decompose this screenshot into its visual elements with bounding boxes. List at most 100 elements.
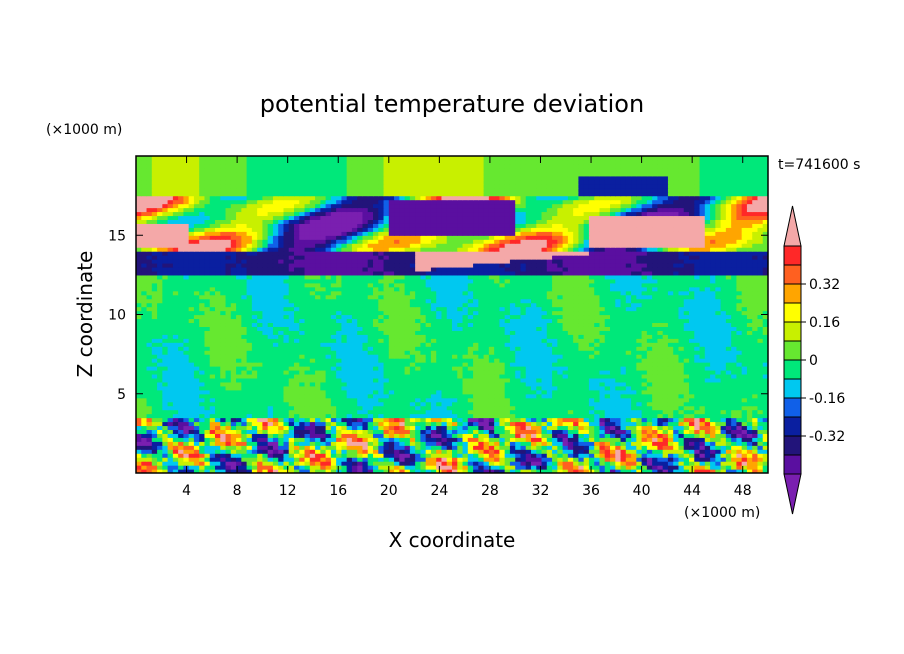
contour-cell xyxy=(515,354,522,359)
contour-cell xyxy=(146,405,153,411)
contour-cell xyxy=(346,433,353,438)
contour-cell xyxy=(636,413,643,419)
contour-cell xyxy=(436,314,443,320)
contour-cell xyxy=(504,389,511,395)
contour-cell xyxy=(204,358,211,363)
contour-cell xyxy=(415,393,421,399)
contour-cell xyxy=(157,441,163,446)
contour-cell xyxy=(710,350,716,355)
contour-cell xyxy=(230,310,237,316)
contour-cell xyxy=(531,457,537,462)
contour-cell xyxy=(178,350,184,355)
contour-cell xyxy=(183,461,190,466)
contour-cell xyxy=(272,350,279,355)
contour-cell xyxy=(478,461,485,466)
contour-cell xyxy=(446,366,453,371)
contour-cell xyxy=(620,354,627,359)
contour-cell xyxy=(567,334,574,339)
contour-cell xyxy=(657,322,664,327)
contour-cell xyxy=(267,429,274,434)
contour-cell xyxy=(604,425,611,431)
contour-cell xyxy=(557,465,564,470)
contour-cell xyxy=(362,425,369,431)
contour-cell xyxy=(299,350,306,355)
contour-cell xyxy=(720,314,727,320)
contour-cell xyxy=(151,377,158,383)
contour-cell xyxy=(367,369,374,375)
contour-cell xyxy=(409,358,416,363)
contour-cell xyxy=(404,334,411,339)
contour-cell xyxy=(762,453,768,458)
contour-cell xyxy=(425,330,432,335)
contour-cell xyxy=(720,338,727,343)
contour-cell xyxy=(288,373,295,379)
contour-cell xyxy=(151,310,158,316)
contour-cell xyxy=(136,350,142,355)
contour-cell xyxy=(336,334,342,339)
contour-cell xyxy=(594,334,601,339)
contour-cell xyxy=(367,358,374,363)
contour-cell xyxy=(520,354,527,359)
contour-cell xyxy=(420,465,427,470)
contour-cell xyxy=(689,362,695,367)
contour-cell xyxy=(662,437,669,442)
contour-cell xyxy=(531,445,537,450)
contour-cell xyxy=(257,310,263,316)
contour-cell xyxy=(294,354,300,359)
contour-cell xyxy=(436,453,443,458)
contour-cell xyxy=(746,413,753,419)
contour-cell xyxy=(188,322,195,327)
contour-cell xyxy=(741,330,748,335)
contour-cell xyxy=(631,449,637,454)
contour-cell xyxy=(746,385,753,391)
contour-cell xyxy=(504,369,511,375)
contour-cell xyxy=(278,417,285,423)
contour-cell xyxy=(620,461,627,466)
contour-cell xyxy=(462,445,469,450)
contour-cell xyxy=(699,342,706,347)
contour-cell xyxy=(536,425,543,431)
contour-cell xyxy=(199,377,206,383)
contour-cell xyxy=(615,389,622,395)
contour-cell xyxy=(725,381,732,387)
contour-cell xyxy=(436,433,443,438)
contour-cell xyxy=(762,433,768,438)
contour-cell xyxy=(162,393,169,399)
contour-cell xyxy=(710,457,716,462)
contour-cell xyxy=(741,457,748,462)
contour-cell xyxy=(678,373,685,379)
contour-cell xyxy=(483,437,490,442)
contour-cell xyxy=(320,429,327,434)
contour-cell xyxy=(299,433,306,438)
contour-cell xyxy=(715,358,722,363)
contour-cell xyxy=(183,354,190,359)
contour-cell xyxy=(683,425,690,431)
contour-cell xyxy=(157,449,163,454)
contour-cell xyxy=(373,385,379,391)
contour-cell xyxy=(457,373,464,379)
contour-cell xyxy=(736,437,743,442)
contour-cell xyxy=(499,449,506,454)
contour-cell xyxy=(283,346,290,351)
contour-cell xyxy=(520,310,527,316)
contour-cell xyxy=(710,453,716,458)
contour-cell xyxy=(378,469,385,473)
contour-cell xyxy=(762,461,768,466)
contour-cell xyxy=(588,457,595,462)
contour-cell xyxy=(262,346,269,351)
contour-cell xyxy=(367,381,374,387)
contour-cell xyxy=(136,433,142,438)
contour-cell xyxy=(689,354,695,359)
contour-cell xyxy=(578,366,585,371)
contour-cell xyxy=(141,310,148,316)
contour-cell xyxy=(667,330,674,335)
contour-cell xyxy=(236,429,242,434)
contour-cell xyxy=(515,405,522,411)
contour-cell xyxy=(430,362,437,367)
contour-cell xyxy=(151,369,158,375)
contour-cell xyxy=(420,377,427,383)
contour-cell xyxy=(225,409,232,415)
contour-cell xyxy=(710,330,716,335)
contour-cell xyxy=(631,354,637,359)
contour-cell xyxy=(215,330,221,335)
